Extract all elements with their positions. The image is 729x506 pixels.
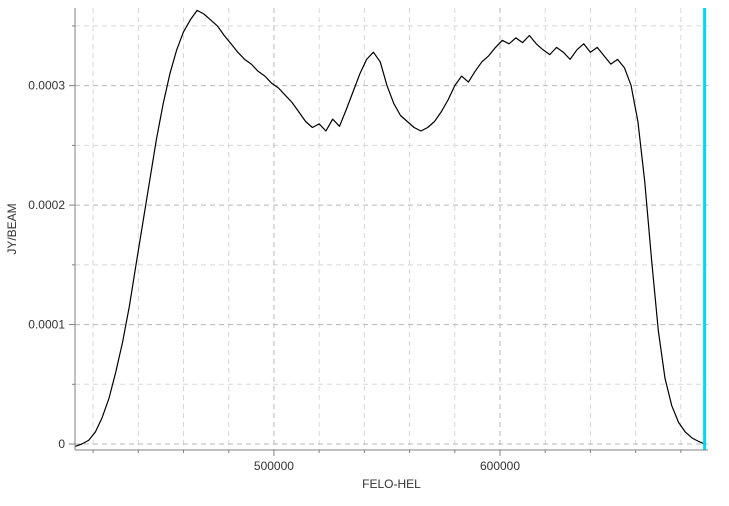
chart-container: 500000 600000 0 0.0001 0.0002 0.0003 FELO-HEL J… [0, 0, 729, 506]
x-axis-label: FELO-HEL [362, 477, 421, 491]
x-tick-label: 500000 [254, 459, 294, 473]
y-axis-label: JY/BEAM [5, 203, 19, 254]
y-tick-label: 0 [58, 437, 65, 451]
y-tick-label: 0.0002 [28, 198, 65, 212]
line-chart: 500000 600000 0 0.0001 0.0002 0.0003 FELO-HEL J… [0, 0, 729, 506]
y-tick-label: 0.0001 [28, 318, 65, 332]
x-tick-label: 600000 [480, 459, 520, 473]
y-tick-label: 0.0003 [28, 79, 65, 93]
